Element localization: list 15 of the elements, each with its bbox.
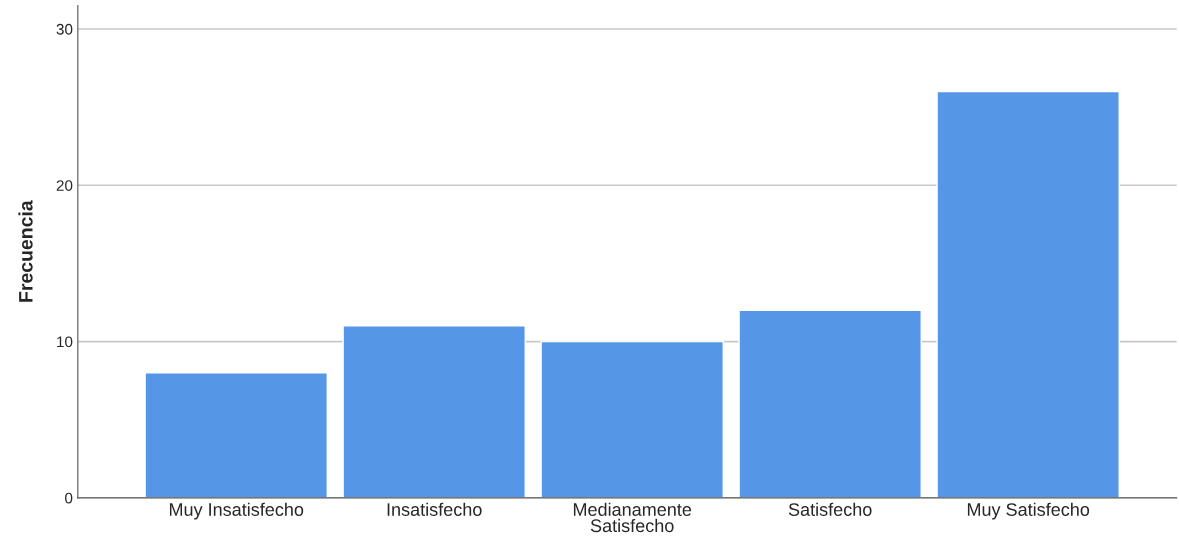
y-tick-label: 10 bbox=[57, 336, 73, 348]
bar bbox=[342, 325, 526, 498]
bar bbox=[936, 90, 1120, 498]
y-tick-label: 0 bbox=[65, 492, 73, 504]
bar bbox=[540, 340, 724, 498]
x-tick-label: Insatisfecho bbox=[387, 502, 482, 516]
bar bbox=[144, 372, 328, 498]
y-axis-title: Frecuencia bbox=[18, 200, 33, 302]
y-tick-label: 20 bbox=[56, 180, 73, 191]
x-tick-label: Muy Insatisfecho bbox=[169, 502, 304, 520]
y-tick-label: 30 bbox=[56, 23, 73, 35]
x-tick-label: Muy Satisfecho bbox=[967, 502, 1090, 520]
x-tick-label: Satisfecho bbox=[788, 502, 872, 516]
x-tick-label: Medianamente Satisfecho bbox=[573, 502, 692, 533]
bar bbox=[738, 309, 922, 498]
